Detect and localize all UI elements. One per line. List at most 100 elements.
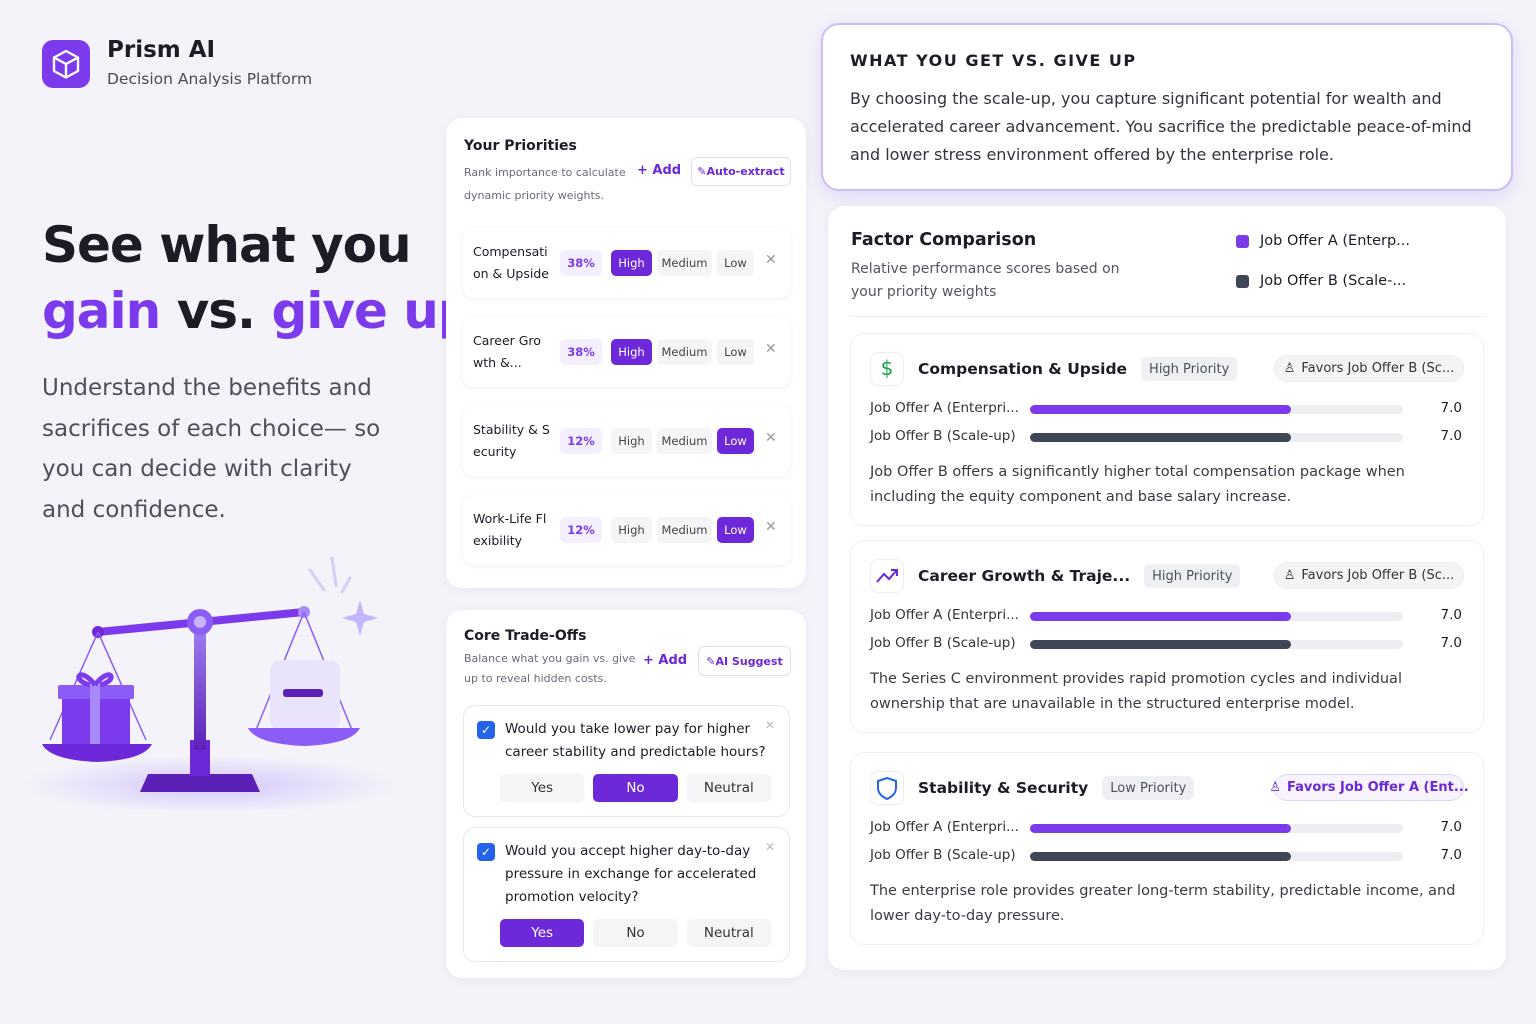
legend-label: Job Offer A (Enterp... — [1260, 233, 1410, 249]
logo — [42, 40, 90, 88]
row-label: Job Offer B (Scale-up) — [870, 635, 1016, 651]
remove-icon[interactable]: ✕ — [764, 718, 775, 732]
factor-header: Career Growth & Traje... High Priority — [918, 564, 1241, 588]
tradeoffs-card: Core Trade-Offs Balance what you gain vs… — [446, 610, 806, 978]
factor-icon — [870, 559, 904, 593]
remove-icon[interactable]: ✕ — [765, 519, 777, 535]
priority-weight: 38% — [560, 250, 602, 276]
question-card: ✓ ✕ Would you accept higher day-to-day pre… — [463, 827, 790, 962]
level-button[interactable]: Medium — [657, 339, 712, 365]
level-button[interactable]: High — [611, 517, 652, 543]
level-button[interactable]: High — [611, 250, 652, 276]
row-label: Job Offer A (Enterpri... — [870, 400, 1019, 416]
factor-card: Career Growth & Traje... High Priority ♙ Fa… — [850, 540, 1484, 733]
row-label: Job Offer B (Scale-up) — [870, 847, 1016, 863]
legend-swatch — [1236, 234, 1249, 248]
question-card: ✓ ✕ Would you take lower pay for higher ca… — [463, 705, 790, 817]
summary-card: WHAT YOU GET VS. GIVE UP By choosing the… — [821, 23, 1513, 191]
svg-text:$: $ — [881, 356, 894, 380]
level-button[interactable]: Low — [717, 428, 754, 454]
icon — [876, 569, 898, 583]
hero-title: See what you gain vs. give up. — [42, 212, 492, 344]
option-button[interactable]: Yes — [500, 774, 585, 802]
level-button[interactable]: High — [611, 339, 652, 365]
summary-text: By choosing the scale-up, you capture si… — [850, 89, 1472, 164]
factor-note: The enterprise role provides greater lon… — [870, 883, 1456, 924]
favors-badge[interactable]: ♙ Favors Job Offer A (Ent... — [1269, 774, 1469, 801]
priority-weight: 12% — [560, 428, 602, 454]
logo-icon — [52, 49, 80, 79]
favors-badge[interactable]: ♙ Favors Job Offer B (Sc... — [1274, 562, 1464, 589]
legend-label: Job Offer B (Scale-... — [1260, 273, 1407, 289]
priority-badge: High Priority — [1141, 357, 1238, 381]
bar-track — [1030, 433, 1403, 442]
checkbox[interactable]: ✓ — [477, 843, 495, 861]
remove-icon[interactable]: ✕ — [764, 840, 775, 854]
hero-gain: gain — [42, 282, 161, 340]
option-row: Yes No Neutral — [500, 919, 771, 947]
factor-name: Career Growth & Traje... — [918, 567, 1131, 585]
row-label: Job Offer B (Scale-up) — [870, 428, 1016, 444]
question-text: Would you accept higher day-to-day press… — [505, 843, 757, 905]
brand-tagline: Decision Analysis Platform — [107, 70, 313, 88]
option-button[interactable]: Neutral — [686, 774, 771, 802]
row-value: 7.0 — [1440, 428, 1462, 444]
ribbon-icon: ♙ — [1269, 780, 1282, 795]
auto-extract-button[interactable]: ✎ Auto-extract — [691, 157, 791, 186]
factor-note: Job Offer B offers a significantly highe… — [870, 464, 1405, 505]
factor-icon: $ — [870, 352, 904, 386]
row-value: 7.0 — [1440, 819, 1462, 835]
legend-swatch — [1236, 274, 1249, 288]
favors-label: Favors Job Offer B (Sc... — [1301, 568, 1455, 583]
priority-weight: 12% — [560, 517, 602, 543]
priorities-card: Your Priorities Rank importance to calcu… — [446, 118, 806, 588]
icon: $ — [881, 356, 894, 380]
auto-extract-label[interactable]: Auto-extract — [706, 165, 785, 178]
priorities-subtitle: Rank importance to calculate dynamic pri… — [464, 166, 626, 202]
factor-name: Compensation & Upside — [918, 360, 1128, 378]
priority-weight: 38% — [560, 339, 602, 365]
factor-icon — [870, 771, 904, 805]
priority-label: Career Growth &... — [473, 333, 541, 370]
factor-card: Stability & Security Low Priority ♙ Favors … — [850, 752, 1484, 945]
add-priority[interactable]: + Add — [637, 163, 682, 178]
factor-header: Stability & Security Low Priority — [918, 776, 1195, 800]
priority-item: Work-Life Flexibility 12% High Medium Low ✕ — [463, 495, 790, 565]
add-label[interactable]: Add — [652, 163, 682, 178]
add-label[interactable]: Add — [658, 653, 688, 668]
remove-icon[interactable]: ✕ — [765, 252, 777, 268]
row-label: Job Offer A (Enterpri... — [870, 607, 1019, 623]
ai-suggest-button[interactable]: ✎ AI Suggest — [698, 646, 791, 676]
remove-icon[interactable]: ✕ — [765, 341, 777, 357]
level-button[interactable]: Medium — [657, 250, 712, 276]
option-button[interactable]: Yes — [500, 919, 585, 947]
option-button[interactable]: No — [593, 919, 678, 947]
level-button[interactable]: Low — [717, 517, 754, 543]
priority-badge: High Priority — [1144, 564, 1241, 588]
summary-title: WHAT YOU GET VS. GIVE UP — [850, 51, 1137, 70]
checkbox[interactable]: ✓ — [477, 721, 495, 739]
priority-label: Compensation & Upside — [473, 244, 549, 281]
level-button[interactable]: Medium — [657, 517, 712, 543]
ai-suggest-label[interactable]: AI Suggest — [715, 654, 783, 668]
level-button[interactable]: Low — [717, 339, 754, 365]
favors-badge[interactable]: ♙ Favors Job Offer B (Sc... — [1274, 355, 1464, 382]
score-bar — [1030, 824, 1292, 833]
remove-icon[interactable]: ✕ — [765, 430, 777, 446]
option-button[interactable]: Neutral — [686, 919, 771, 947]
option-button[interactable]: No — [593, 774, 678, 802]
priority-badge: Low Priority — [1102, 776, 1195, 800]
add-tradeoff[interactable]: + Add — [643, 653, 688, 668]
bar-track — [1030, 824, 1403, 833]
hero-vs: vs. — [176, 282, 256, 340]
level-button[interactable]: High — [611, 428, 652, 454]
factor-card: $ Compensation & Upside High Priority ♙ Favo… — [850, 333, 1484, 526]
bar-track — [1030, 852, 1403, 861]
factor-note: The Series C environment provides rapid … — [870, 671, 1402, 712]
score-bar — [1030, 433, 1292, 442]
priority-label: Stability & Security — [473, 422, 550, 459]
level-button[interactable]: Medium — [657, 428, 712, 454]
option-row: Yes No Neutral — [500, 774, 771, 802]
level-button[interactable]: Low — [717, 250, 754, 276]
